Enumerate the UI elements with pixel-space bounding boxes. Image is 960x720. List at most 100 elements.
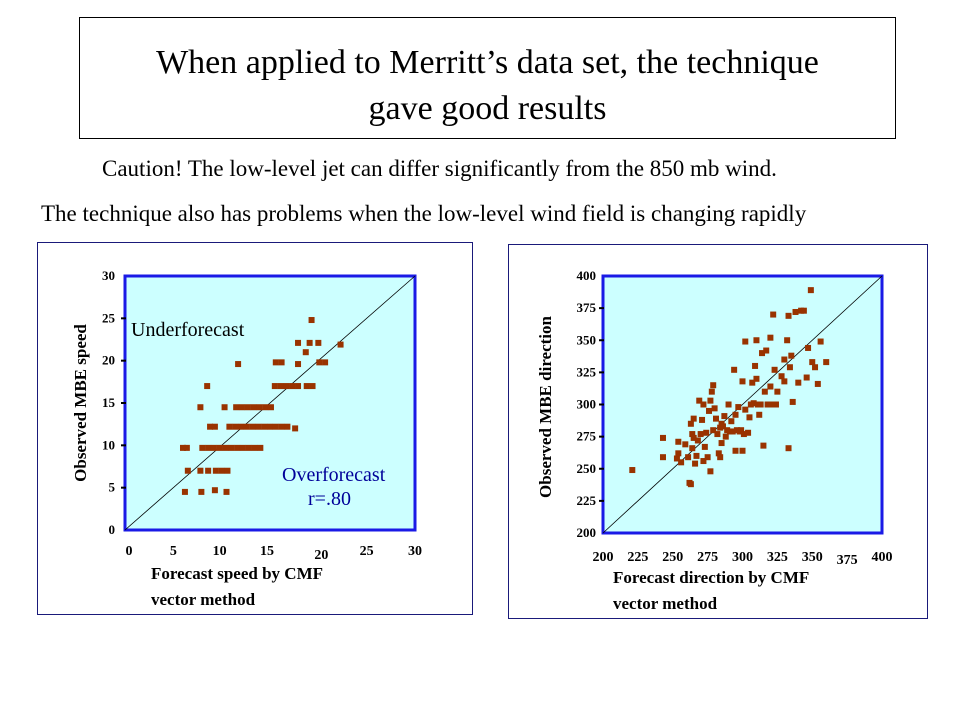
data-point [267,404,274,411]
speed-chart-panel: 0 5 10 15 20 25 30 0 5 10 15 20 25 30 Forecast speed b… [37,242,473,615]
data-point [682,441,689,448]
data-point [712,415,719,422]
data-point [800,307,807,314]
data-point [809,359,816,366]
data-point [284,423,291,430]
data-point [184,467,191,474]
data-point [763,347,770,354]
data-point [739,447,746,454]
correlation-label: r=.80 [308,488,351,510]
data-point [251,444,258,451]
data-point [675,438,682,445]
x-tick-label: 25 [360,544,374,559]
data-point [277,383,284,390]
data-point [739,378,746,385]
data-point [756,411,763,418]
data-point [226,423,233,430]
one-to-one-line [602,275,883,534]
data-point [729,428,736,435]
data-point [781,356,788,363]
data-point [700,458,707,465]
data-point [753,375,760,382]
data-point [262,404,269,411]
direction-chart-panel: 200 225 250 275 300 325 350 375 400 200 225 250 275 3… [508,244,928,619]
data-point [267,423,273,430]
data-point [199,444,206,451]
x-axis-title-line2: vector method [151,590,256,609]
y-tick-label: 200 [577,525,597,540]
data-point [692,460,699,467]
x-tick-label: 350 [802,550,823,565]
data-point [245,444,252,451]
data-point [760,442,767,449]
y-tick-label: 400 [577,268,597,283]
y-axis-title: Observed MBE speed [71,324,90,482]
data-point [211,423,218,430]
data-point [715,450,722,457]
x-axis-title-line2: vector method [613,594,718,613]
data-point [788,352,795,359]
data-point [211,487,218,494]
data-point [761,388,768,395]
data-point [772,401,779,408]
data-point [308,317,315,324]
data-point [731,366,738,373]
data-point [795,379,802,386]
data-point [216,444,223,451]
data-point [781,378,788,385]
data-point [183,444,190,451]
data-point [292,425,299,432]
data-point [752,362,759,369]
x-tick-label: 375 [837,553,858,568]
data-point [197,467,204,474]
data-point [224,467,231,474]
data-point [315,339,322,346]
data-point [238,404,245,411]
data-point [728,418,735,425]
data-point [767,334,774,341]
data-point [757,401,764,408]
y-tick-label: 25 [102,310,116,325]
y-tick-label: 325 [577,364,597,379]
data-point [759,350,766,357]
y-axis-title: Observed MBE direction [536,315,555,497]
x-tick-label: 10 [213,544,227,559]
data-point [721,413,728,420]
x-tick-label: 20 [314,548,328,563]
data-point [233,404,240,411]
x-tick-label: 225 [627,550,648,565]
data-point [204,383,211,390]
data-point [659,434,666,441]
data-point [675,450,682,457]
x-axis-title-line1: Forecast speed by CMF [151,564,323,583]
overforecast-label: Overforecast [282,464,386,486]
data-point [272,359,279,366]
data-point [690,434,697,441]
data-point [690,415,697,422]
x-axis-title-line1: Forecast direction by CMF [613,568,809,587]
x-tick-label: 5 [170,544,177,559]
data-point [749,379,756,386]
data-point [784,337,791,344]
data-point [659,454,666,461]
data-point [235,361,242,368]
y-tick-label: 5 [109,480,116,495]
data-point [750,400,757,407]
data-point [244,404,251,411]
data-point [689,431,696,438]
data-point [223,488,230,495]
data-point [725,401,732,408]
data-point [205,444,212,451]
problems-text: The technique also has problems when the… [41,201,807,226]
direction-chart: 200 225 250 275 300 325 350 375 400 200 225 250 275 3… [536,268,893,613]
data-point [707,397,714,404]
y-tick-label: 15 [102,395,116,410]
data-point [701,443,708,450]
data-point [704,454,711,461]
data-point [707,468,714,475]
data-point [735,404,742,411]
data-point [316,359,323,366]
data-point [812,364,819,371]
data-point [817,338,824,345]
data-point [303,383,310,390]
